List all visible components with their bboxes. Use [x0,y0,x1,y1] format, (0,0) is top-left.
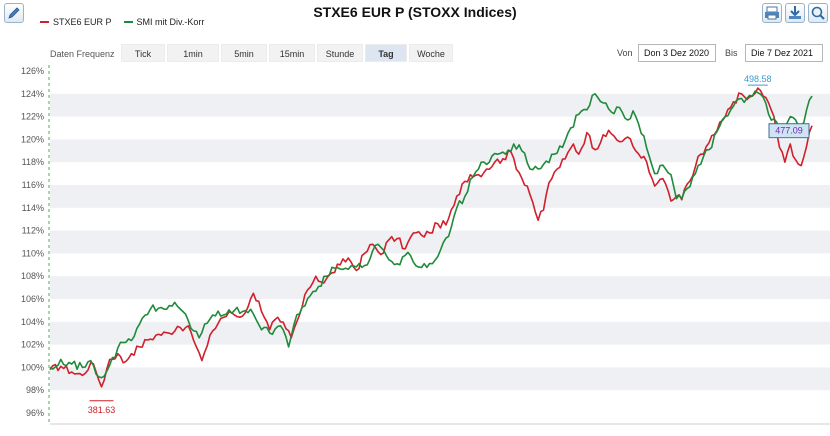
y-tick-label: 126% [21,66,44,76]
chart-title: STXE6 EUR P (STOXX Indices) [313,4,517,20]
y-tick-label: 118% [22,157,44,167]
legend-item-smi[interactable]: SMI mit Div.-Korr [123,17,205,27]
grid-band [50,185,830,208]
tab-15min[interactable]: 15min [269,44,315,62]
to-date-input[interactable]: Die 7 Dez 2021 [745,44,823,62]
download-button[interactable] [785,3,805,23]
grid-bands [50,93,830,391]
y-tick-label: 106% [21,294,44,304]
tab-tag[interactable]: Tag [365,44,407,62]
edit-button[interactable] [4,3,24,23]
grid-band [50,139,830,163]
y-axis: 96% 98% 100% 102% 104% 106% 108% 110% 112% 114% 11… [21,66,830,425]
y-tick-label: 120% [21,134,44,144]
printer-icon [765,6,779,20]
series-layer [49,87,813,388]
y-tick-label: 110% [22,248,44,258]
last-value-label: 477.09 [775,126,803,136]
pencil-icon [8,7,20,19]
frequency-label: Daten Frequenz [50,49,115,59]
y-tick-label: 104% [21,317,44,327]
series-line-stxe6 [49,87,813,388]
last-value-box [768,123,810,139]
max-value-label: 498.58 [744,74,772,84]
download-icon [789,6,801,19]
y-tick-label: 98% [26,385,44,395]
grid-band [50,276,830,299]
chart-legend: STXE6 EUR P SMI mit Div.-Korr [40,17,204,27]
tab-woche[interactable]: Woche [409,44,453,62]
annotations: 381.63 498.58 477.09 [88,74,810,415]
y-tick-label: 112% [22,226,44,236]
grid-band [50,367,830,391]
legend-swatch-smi [123,21,133,23]
y-tick-label: 102% [21,340,44,350]
min-value-label: 381.63 [88,405,116,415]
tab-1min[interactable]: 1min [167,44,219,62]
grid-band [50,230,830,254]
y-tick-label: 124% [21,89,44,99]
y-tick-label: 116% [22,180,44,190]
zoom-button[interactable] [808,3,828,23]
frequency-tabs: Tick 1min 5min 15min Stunde Tag Woche [121,44,453,62]
y-tick-label: 122% [21,112,44,122]
tab-stunde[interactable]: Stunde [317,44,363,62]
tab-tick[interactable]: Tick [121,44,165,62]
y-tick-label: 100% [21,362,44,372]
legend-label-stxe6: STXE6 EUR P [53,17,112,27]
legend-swatch-stxe6 [40,21,49,23]
print-button[interactable] [762,3,782,23]
tab-5min[interactable]: 5min [221,44,267,62]
from-date-input[interactable]: Don 3 Dez 2020 [638,44,716,62]
zoom-icon [811,6,825,20]
legend-label-smi: SMI mit Div.-Korr [136,17,205,27]
to-label: Bis [725,48,738,58]
y-tick-label: 114% [22,203,44,213]
grid-band [50,93,830,117]
from-label: Von [617,48,633,58]
y-tick-label: 108% [21,271,44,281]
legend-item-stxe6[interactable]: STXE6 EUR P [40,17,112,27]
y-tick-label: 96% [26,408,44,418]
grid-band [50,321,830,345]
series-line-smi [49,90,813,379]
